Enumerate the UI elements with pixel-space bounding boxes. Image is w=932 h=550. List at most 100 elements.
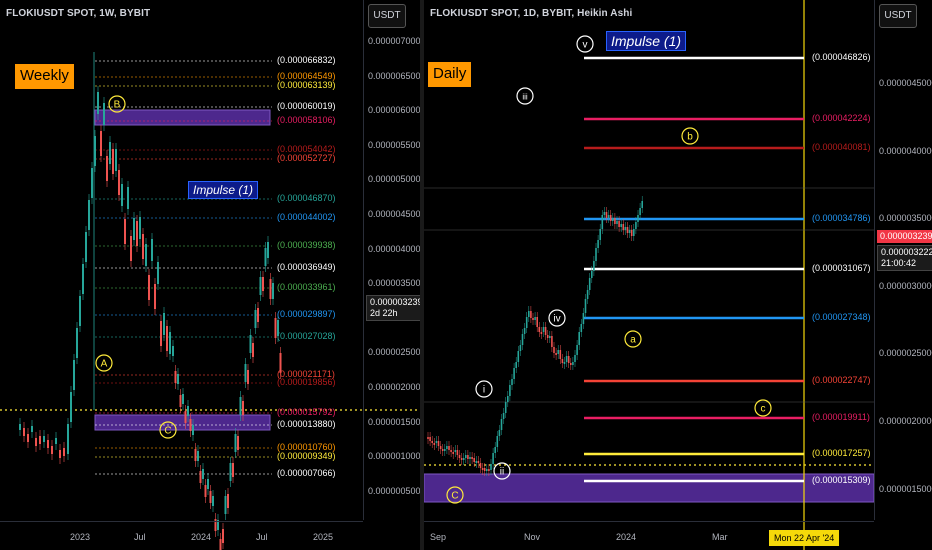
- daily-candle: [448, 446, 450, 450]
- daily-candle: [467, 455, 469, 459]
- daily-candle: [504, 402, 507, 413]
- weekly-level-label: (0.000046870): [277, 193, 336, 203]
- daily-level-label: (0.000034786): [812, 213, 871, 223]
- daily-candle: [620, 224, 622, 227]
- weekly-candle: [237, 436, 239, 450]
- weekly-candle: [242, 401, 244, 415]
- daily-candle: [624, 227, 627, 230]
- pane-divider[interactable]: [420, 0, 424, 550]
- daily-candle: [477, 461, 480, 463]
- daily-candle: [519, 345, 522, 351]
- daily-candle: [471, 457, 473, 459]
- weekly-candle: [179, 395, 182, 407]
- daily-zone-c: [424, 473, 875, 503]
- weekly-last-price-value: 0.0000032394: [370, 297, 420, 307]
- weekly-candle: [115, 149, 117, 171]
- weekly-price-axis[interactable]: USDT 0.0000070000 0.0000065000 0.000006000…: [363, 0, 420, 520]
- daily-candle: [486, 469, 488, 471]
- daily-candle: [633, 229, 635, 236]
- daily-candle: [546, 335, 549, 338]
- daily-wave-iii: iii: [522, 93, 528, 102]
- weekly-candle: [217, 520, 219, 530]
- daily-candle: [618, 221, 620, 227]
- daily-candle: [563, 362, 566, 364]
- daily-candle: [446, 446, 448, 449]
- daily-wave-i-circle: [475, 380, 493, 398]
- weekly-candle: [154, 284, 156, 309]
- weekly-wave-c-circle: [159, 421, 177, 439]
- weekly-candle: [247, 370, 249, 384]
- weekly-level-label: (0.000044002): [277, 212, 336, 222]
- weekly-candle: [269, 279, 272, 299]
- price-tick: 0.0000020000: [879, 416, 932, 426]
- daily-candle: [511, 379, 513, 385]
- weekly-countdown: 2d 22h: [370, 308, 398, 318]
- daily-candle: [460, 458, 463, 460]
- weekly-time-axis[interactable]: 2023 Jul 2024 Jul 2025: [0, 521, 363, 550]
- weekly-candle: [177, 374, 179, 384]
- daily-candle: [435, 441, 438, 443]
- weekly-candle: [184, 411, 187, 423]
- weekly-wave-c: C: [164, 426, 171, 437]
- weekly-candle: [148, 275, 150, 300]
- weekly-candle: [139, 217, 141, 239]
- daily-candle: [551, 336, 553, 347]
- daily-level-label: (0.000042224): [812, 113, 871, 123]
- daily-candle: [601, 215, 604, 229]
- daily-impulse-label: Impulse (1): [606, 31, 687, 51]
- price-tick: 0.0000015000: [879, 483, 932, 494]
- daily-candle: [574, 355, 576, 362]
- weekly-candle: [133, 218, 135, 240]
- daily-candle: [593, 261, 595, 271]
- weekly-candle: [234, 434, 237, 452]
- daily-candle: [582, 313, 585, 324]
- daily-level-label: (0.000017257): [812, 448, 871, 458]
- weekly-candle: [91, 168, 93, 198]
- price-tick: 0.0000005000: [368, 485, 420, 496]
- daily-candle: [637, 215, 639, 222]
- daily-wave-ii: ii: [500, 467, 504, 478]
- weekly-candle: [27, 434, 29, 442]
- weekly-candle: [214, 519, 217, 531]
- weekly-level-label: (0.000054042): [277, 144, 336, 154]
- weekly-candle: [187, 406, 189, 416]
- weekly-candle: [19, 424, 21, 430]
- weekly-candle: [63, 448, 65, 456]
- daily-candle: [536, 317, 538, 327]
- price-tick: 0.0000025000: [879, 348, 932, 359]
- weekly-candle: [272, 283, 274, 299]
- daily-candle: [605, 212, 608, 218]
- daily-candle: [437, 441, 440, 446]
- daily-candle: [572, 362, 574, 365]
- weekly-last-price: 0.0000032394 2d 22h: [366, 295, 420, 321]
- daily-countdown: 21:00:42: [881, 258, 917, 268]
- weekly-xtick: 2025: [313, 532, 334, 542]
- daily-candle: [609, 215, 612, 221]
- weekly-candle: [259, 277, 262, 295]
- weekly-candle: [209, 491, 212, 503]
- daily-wave-iv-circle: [548, 309, 566, 327]
- weekly-candle: [194, 449, 197, 461]
- daily-candle: [614, 218, 616, 224]
- weekly-wave-b: B: [114, 100, 121, 111]
- daily-candle: [483, 468, 486, 471]
- weekly-level-label: (0.000039938): [277, 240, 336, 250]
- weekly-chart-canvas[interactable]: B A C: [0, 0, 420, 550]
- daily-price-axis[interactable]: USDT 0.0000045000 0.0000040000 0.000003500…: [874, 0, 932, 520]
- weekly-currency-button[interactable]: USDT: [368, 4, 406, 28]
- daily-candle: [494, 447, 496, 453]
- weekly-candle: [142, 234, 144, 259]
- daily-time-axis[interactable]: Sep Nov 2024 Mar: [424, 521, 874, 550]
- weekly-candle: [169, 332, 171, 354]
- daily-currency-button[interactable]: USDT: [879, 4, 917, 28]
- daily-candle: [584, 299, 587, 313]
- daily-candle: [578, 332, 580, 345]
- weekly-chart-pane[interactable]: B A C FLOKIUSDT SPOT, 1W, BYBIT Weekly Imp…: [0, 0, 420, 550]
- weekly-candle: [249, 335, 252, 353]
- daily-chart-pane[interactable]: i ii iii iv v a b c C FLOKIUSDT SPOT, 1D, BYBIT,…: [424, 0, 932, 550]
- weekly-level-label: (0.000066832): [277, 55, 336, 65]
- weekly-candle: [232, 463, 234, 477]
- weekly-level-label: (0.000036949): [277, 262, 336, 272]
- daily-candle: [559, 350, 562, 359]
